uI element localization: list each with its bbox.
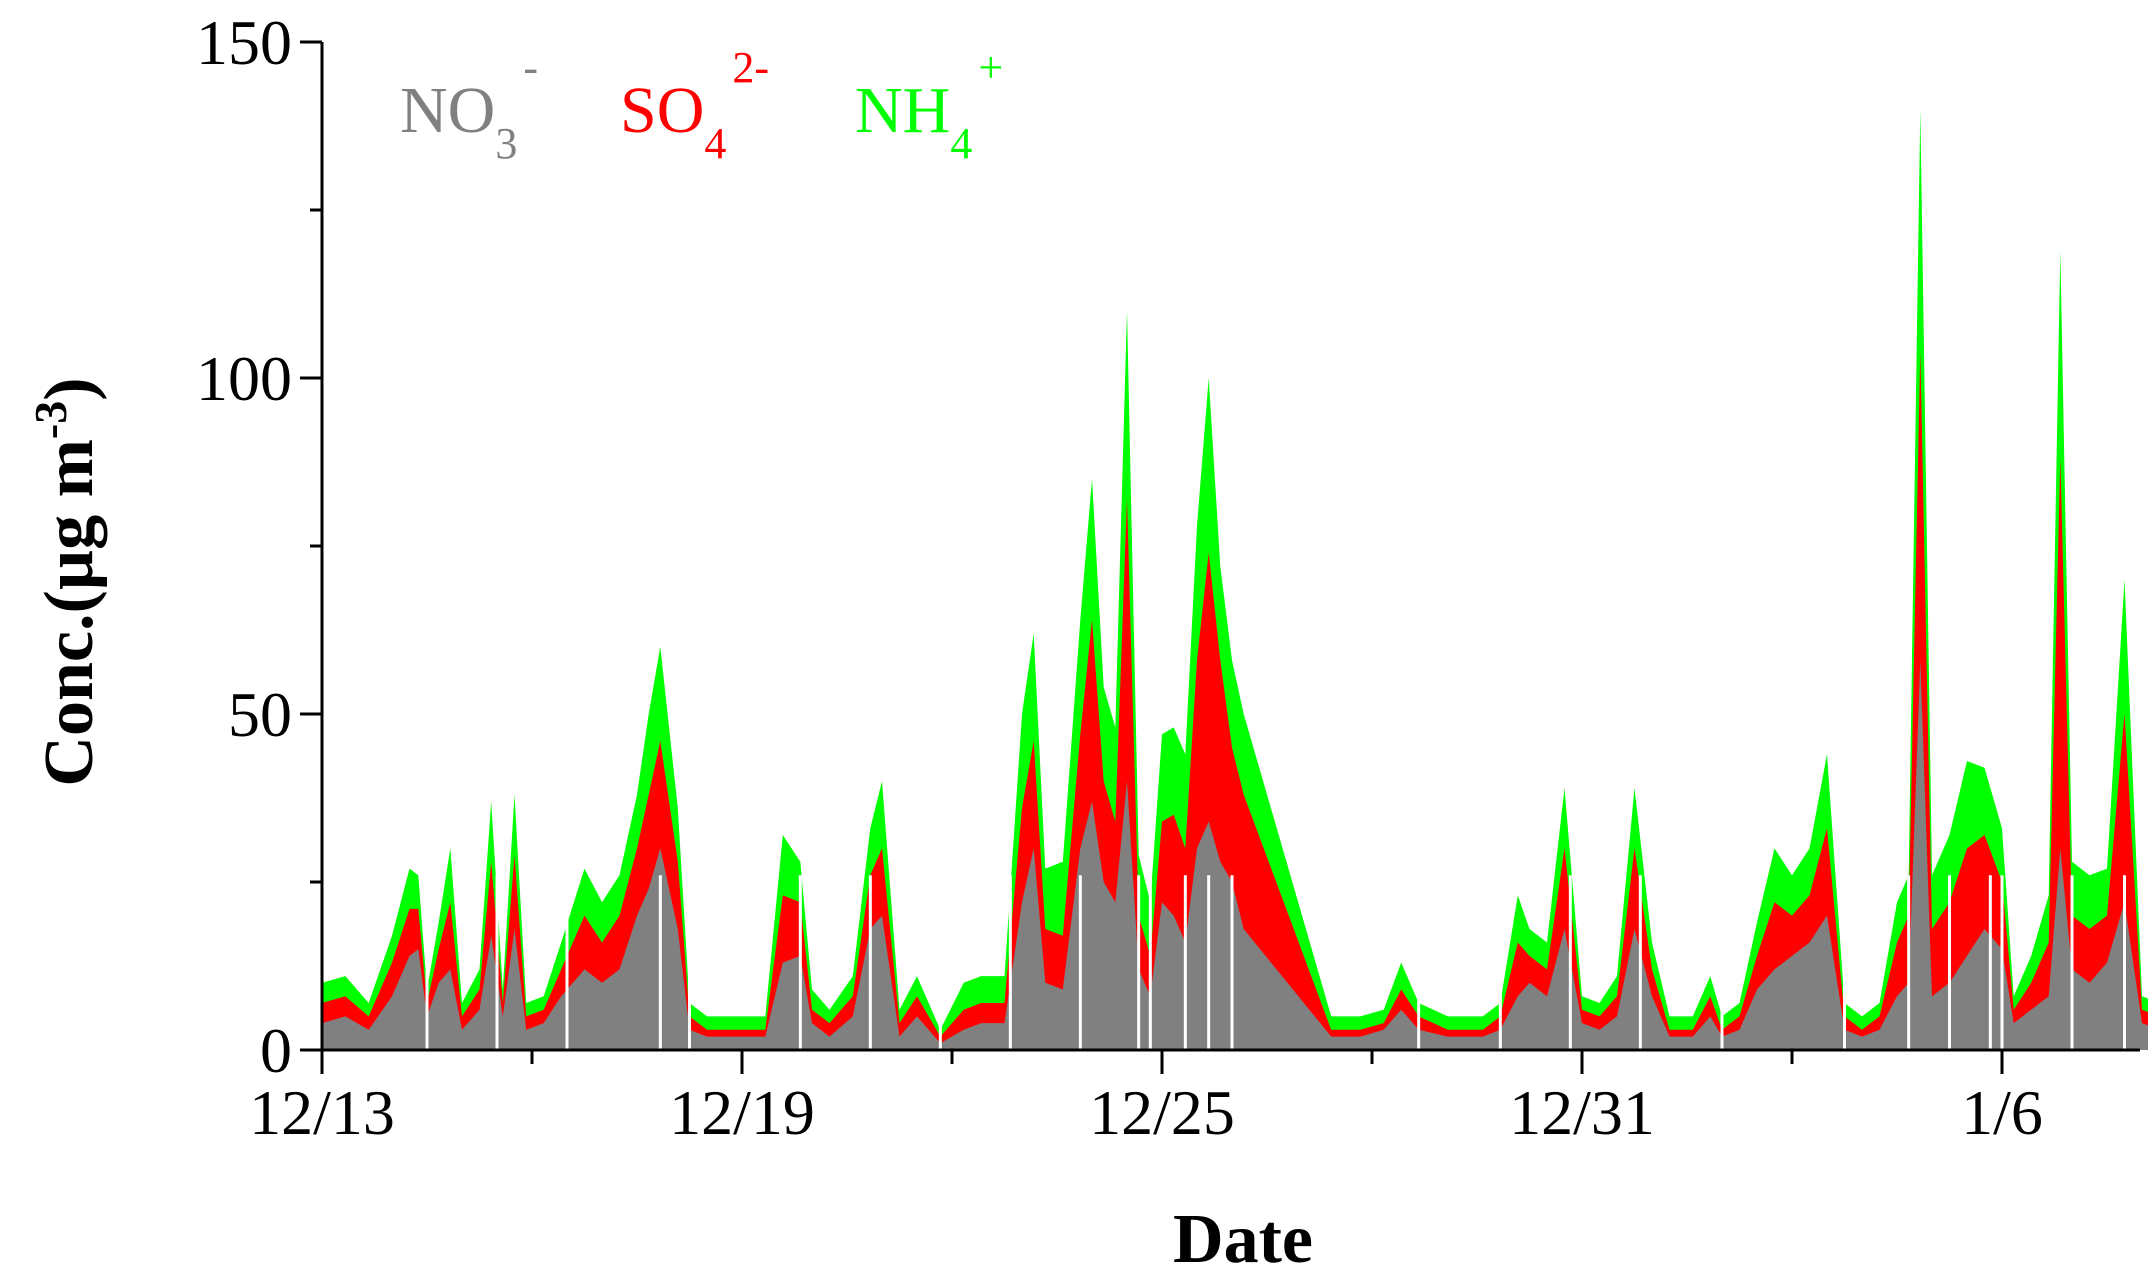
y-axis-title: Conc.(µg m-3) bbox=[25, 377, 108, 786]
x-tick-label-12-31: 12/31 bbox=[1509, 1077, 1655, 1148]
legend: NO3-SO42-NH4+ bbox=[400, 43, 1003, 168]
y-tick-label-100: 100 bbox=[196, 343, 292, 414]
legend-item-nh4: NH4+ bbox=[855, 43, 1003, 168]
x-tick-label-1-6: 1/6 bbox=[1961, 1077, 2043, 1148]
legend-item-no3: NO3- bbox=[400, 43, 538, 168]
legend-sup-so4: 2- bbox=[732, 43, 769, 92]
x-tick-label-12-25: 12/25 bbox=[1089, 1077, 1235, 1148]
data-gap-separators bbox=[425, 875, 2126, 1050]
series-areas bbox=[322, 109, 2148, 1050]
x-tick-label-12-13: 12/13 bbox=[249, 1077, 395, 1148]
x-tick-label-12-19: 12/19 bbox=[669, 1077, 815, 1148]
y-axis-title-close: ) bbox=[31, 377, 108, 400]
legend-sub-nh4: 4 bbox=[950, 119, 972, 168]
legend-sub-no3: 3 bbox=[495, 119, 517, 168]
y-axis-title-exponent: -3 bbox=[25, 401, 76, 439]
y-tick-label-50: 50 bbox=[228, 679, 292, 750]
legend-sup-nh4: + bbox=[978, 43, 1003, 92]
legend-base-nh4: NH bbox=[855, 74, 950, 147]
legend-sup-no3: - bbox=[523, 43, 538, 92]
y-tick-label-150: 150 bbox=[196, 7, 292, 78]
legend-sub-so4: 4 bbox=[704, 119, 726, 168]
area-no3-segment-1 bbox=[322, 660, 2148, 1050]
y-axis-title-main: Conc.(µg m bbox=[31, 439, 108, 787]
y-tick-label-0: 0 bbox=[260, 1015, 292, 1086]
x-axis-title: Date bbox=[1173, 1201, 1313, 1278]
legend-base-no3: NO bbox=[400, 74, 495, 147]
legend-base-so4: SO bbox=[620, 74, 704, 147]
legend-item-so4: SO42- bbox=[620, 43, 769, 168]
axes: 0 50 100 150 12/13 12/19 12/25 12/31 1/6 bbox=[196, 7, 2140, 1148]
